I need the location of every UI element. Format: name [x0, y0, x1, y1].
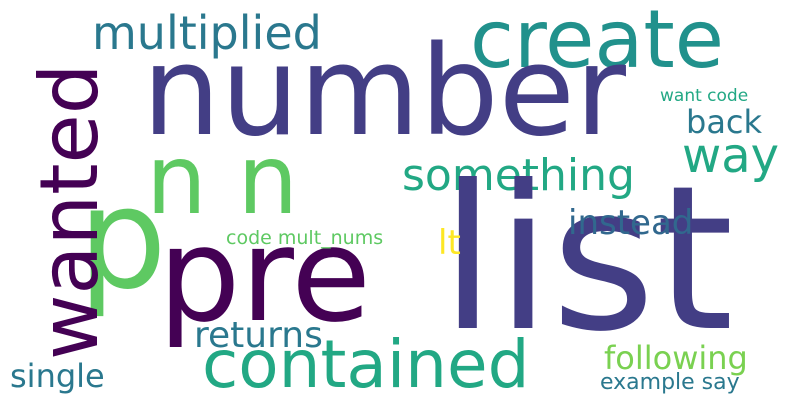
- word-want-code: want code: [660, 86, 749, 106]
- word-example-say: example say: [600, 370, 740, 395]
- word-code-mult-nums: code mult_nums: [226, 227, 384, 249]
- word-something: something: [402, 150, 635, 201]
- word-n-n: n n: [146, 124, 299, 236]
- word-way: way: [682, 128, 780, 184]
- word-pre: pre: [158, 199, 372, 351]
- word-number: number: [142, 20, 626, 164]
- word-instead: instead: [568, 203, 694, 243]
- word-list: list: [440, 143, 734, 376]
- word-wanted: wanted: [23, 63, 116, 360]
- word-multiplied: multiplied: [92, 6, 322, 60]
- word-single: single: [10, 357, 105, 395]
- word-following: following: [604, 339, 748, 377]
- word-lt: lt: [438, 223, 461, 263]
- word-contained: contained: [202, 326, 530, 400]
- word-create: create: [470, 0, 724, 86]
- word-p: p: [78, 158, 167, 321]
- word-returns: returns: [194, 315, 323, 356]
- word-back: back: [686, 103, 763, 141]
